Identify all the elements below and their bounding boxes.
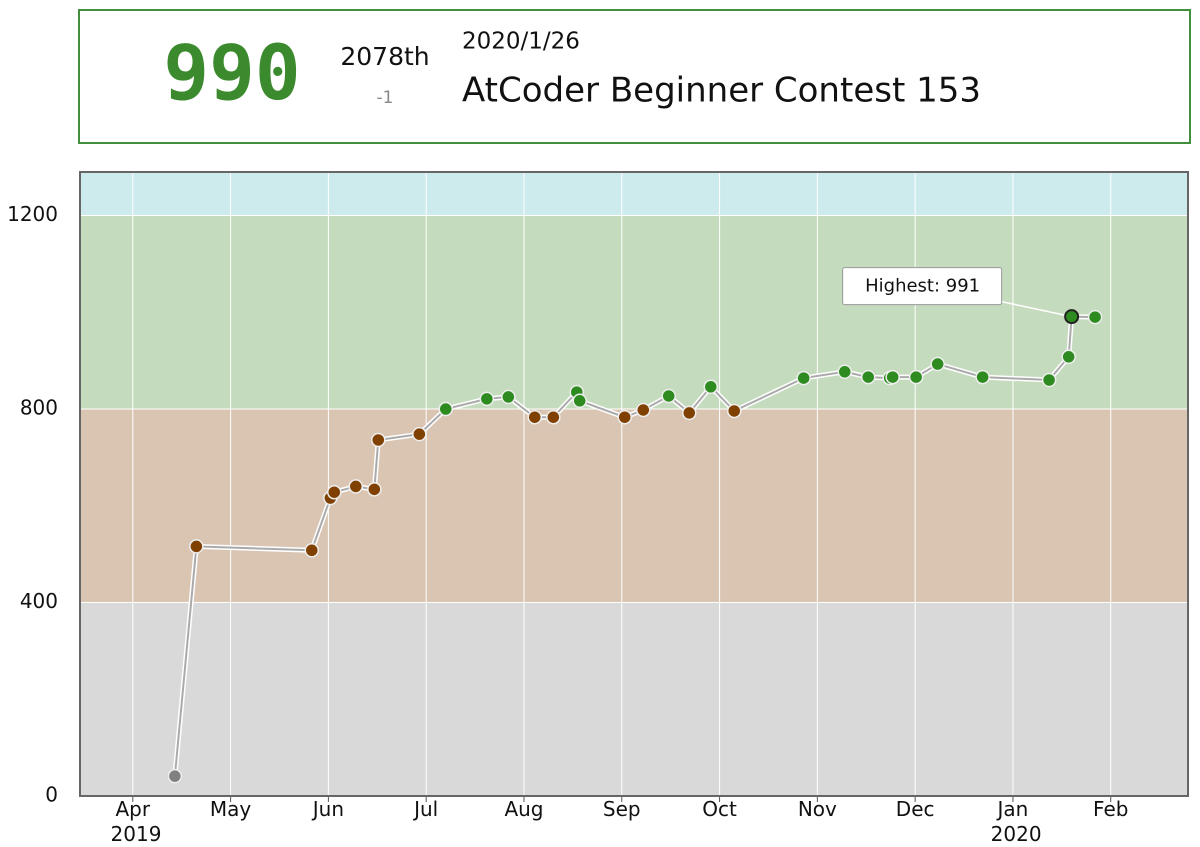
plot-frame <box>79 171 1189 797</box>
rating-point <box>1041 372 1057 388</box>
rating-point <box>412 426 427 442</box>
rating: 990 <box>163 28 300 117</box>
rating-point <box>1061 349 1076 365</box>
rating-point <box>501 389 516 405</box>
x-tick-label: Aug <box>504 797 543 821</box>
rating-point <box>371 432 386 448</box>
rating-point <box>546 409 561 425</box>
rating-point <box>636 402 651 418</box>
rating-point <box>885 369 900 385</box>
rating-band <box>80 172 1188 216</box>
y-tick-label: 400 <box>20 589 58 613</box>
rating-point <box>975 369 990 385</box>
x-tick-label: Jan 2020 <box>984 797 1041 846</box>
contest: AtCoder Beginner Contest 153 <box>462 71 981 111</box>
rating-point <box>703 379 719 395</box>
annotation: Highest: 991 <box>865 276 980 297</box>
rating-line <box>173 315 1096 777</box>
x-tick-label: Jun <box>311 797 344 821</box>
rating-band <box>80 409 1188 603</box>
rating-point <box>661 388 676 404</box>
date: 2020/1/26 <box>462 29 580 55</box>
x-tick-label: Jul <box>412 797 438 821</box>
x-tick-label: Dec <box>896 797 935 821</box>
rating-point <box>930 356 945 372</box>
rating-point <box>617 409 632 425</box>
rating-point <box>167 768 183 784</box>
rating-point <box>367 482 382 497</box>
rating-point <box>479 391 495 407</box>
rating-point <box>438 401 453 417</box>
rating-point <box>189 539 204 554</box>
x-tick-label: Oct <box>702 797 737 821</box>
rating-point <box>726 403 742 419</box>
rating-point <box>348 479 364 494</box>
x-tick-label: May <box>210 797 252 821</box>
x-tick-label: Sep <box>603 797 641 821</box>
rating-point <box>327 484 342 500</box>
annotation-leader <box>1001 300 1072 318</box>
rating-point <box>527 409 542 425</box>
rating-point <box>1087 309 1103 325</box>
y-tick-label: 800 <box>20 396 58 420</box>
rank-diff: -1 <box>377 88 394 108</box>
rating-point <box>796 370 811 386</box>
annotation-box <box>842 267 1003 306</box>
rating-point <box>860 369 876 385</box>
rank: 2078th <box>340 42 429 71</box>
rating-point <box>304 543 320 558</box>
x-tick-label: Nov <box>798 797 837 821</box>
rating-point <box>1064 309 1080 325</box>
y-tick-label: 0 <box>45 783 58 807</box>
x-tick-label: Apr 2019 <box>104 797 161 846</box>
rating-point <box>572 393 587 409</box>
rating-point <box>908 369 924 385</box>
rating-point <box>682 405 697 421</box>
rating-point <box>837 364 852 380</box>
x-tick-label: Feb <box>1093 797 1128 821</box>
header-box <box>78 9 1191 144</box>
rating-band <box>80 602 1188 796</box>
y-tick-label: 1200 <box>7 202 58 226</box>
